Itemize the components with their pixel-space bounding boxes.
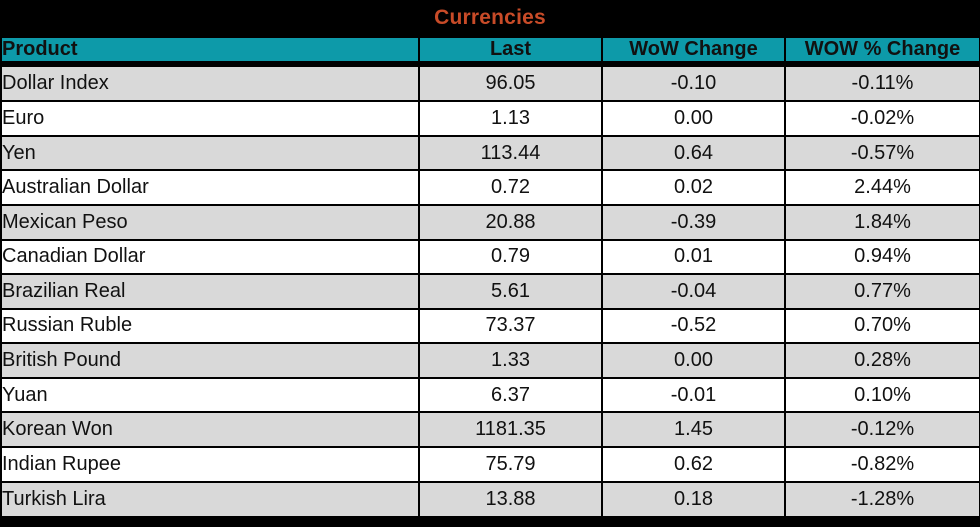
cell-wow-pct-change: -0.02%	[784, 100, 980, 137]
cell-wow-change: -0.39	[601, 204, 786, 241]
cell-wow-pct-change: 0.94%	[784, 238, 980, 276]
cell-last: 0.79	[418, 238, 603, 276]
header-row: Product Last WoW Change WOW % Change	[0, 36, 980, 67]
cell-last: 5.61	[418, 273, 603, 310]
cell-product: Canadian Dollar	[0, 238, 420, 276]
cell-last: 6.37	[418, 376, 603, 414]
table-row: Yen 113.44 0.64 -0.57%	[0, 134, 980, 172]
cell-product: Yen	[0, 134, 420, 172]
cell-wow-change: 0.01	[601, 238, 786, 276]
cell-last: 75.79	[418, 445, 603, 483]
cell-product: Korean Won	[0, 411, 420, 448]
cell-wow-change: 1.45	[601, 411, 786, 448]
table-title: Currencies	[434, 6, 546, 29]
cell-last: 96.05	[418, 62, 603, 103]
cell-wow-change: 0.64	[601, 134, 786, 172]
table-row: Indian Rupee 75.79 0.62 -0.82%	[0, 445, 980, 483]
cell-last: 73.37	[418, 307, 603, 345]
cell-wow-pct-change: -1.28%	[784, 480, 980, 523]
cell-product: Dollar Index	[0, 62, 420, 103]
cell-product: Mexican Peso	[0, 204, 420, 241]
cell-wow-change: 0.02	[601, 169, 786, 207]
cell-wow-change: -0.10	[601, 62, 786, 103]
cell-wow-change: 0.62	[601, 445, 786, 483]
title-band: Currencies	[0, 0, 980, 36]
cell-wow-pct-change: 0.70%	[784, 307, 980, 345]
cell-wow-change: -0.52	[601, 307, 786, 345]
header-last: Last	[418, 36, 603, 67]
table-header: Product Last WoW Change WOW % Change	[0, 36, 980, 67]
cell-wow-pct-change: 2.44%	[784, 169, 980, 207]
table-row: Euro 1.13 0.00 -0.02%	[0, 100, 980, 137]
cell-wow-pct-change: -0.12%	[784, 411, 980, 448]
table-row: Russian Ruble 73.37 -0.52 0.70%	[0, 307, 980, 345]
table-row: Dollar Index 96.05 -0.10 -0.11%	[0, 62, 980, 103]
cell-product: Yuan	[0, 376, 420, 414]
table-row: Turkish Lira 13.88 0.18 -1.28%	[0, 480, 980, 523]
cell-wow-pct-change: 0.10%	[784, 376, 980, 414]
cell-wow-change: -0.01	[601, 376, 786, 414]
cell-last: 1.33	[418, 342, 603, 379]
cell-last: 113.44	[418, 134, 603, 172]
cell-last: 1.13	[418, 100, 603, 137]
cell-wow-change: 0.00	[601, 100, 786, 137]
cell-wow-change: 0.18	[601, 480, 786, 523]
table-row: Yuan 6.37 -0.01 0.10%	[0, 376, 980, 414]
cell-product: Indian Rupee	[0, 445, 420, 483]
cell-wow-pct-change: 1.84%	[784, 204, 980, 241]
table-row: Canadian Dollar 0.79 0.01 0.94%	[0, 238, 980, 276]
cell-product: British Pound	[0, 342, 420, 379]
cell-last: 0.72	[418, 169, 603, 207]
cell-wow-pct-change: -0.57%	[784, 134, 980, 172]
table-row: Korean Won 1181.35 1.45 -0.12%	[0, 411, 980, 448]
table-row: Brazilian Real 5.61 -0.04 0.77%	[0, 273, 980, 310]
table-row: Australian Dollar 0.72 0.02 2.44%	[0, 169, 980, 207]
cell-product: Brazilian Real	[0, 273, 420, 310]
header-wow-change: WoW Change	[601, 36, 786, 67]
header-product: Product	[0, 36, 420, 67]
cell-product: Turkish Lira	[0, 480, 420, 523]
table-row: British Pound 1.33 0.00 0.28%	[0, 342, 980, 379]
cell-last: 13.88	[418, 480, 603, 523]
header-wow-pct-change: WOW % Change	[784, 36, 980, 67]
cell-wow-pct-change: 0.77%	[784, 273, 980, 310]
cell-product: Australian Dollar	[0, 169, 420, 207]
cell-wow-change: 0.00	[601, 342, 786, 379]
cell-wow-pct-change: -0.82%	[784, 445, 980, 483]
cell-wow-pct-change: -0.11%	[784, 62, 980, 103]
cell-product: Russian Ruble	[0, 307, 420, 345]
table-body: Dollar Index 96.05 -0.10 -0.11% Euro 1.13 0.00…	[0, 62, 980, 523]
table-row: Mexican Peso 20.88 -0.39 1.84%	[0, 204, 980, 241]
cell-wow-change: -0.04	[601, 273, 786, 310]
currencies-table: Product Last WoW Change WOW % Change Dol…	[0, 36, 980, 523]
cell-last: 20.88	[418, 204, 603, 241]
cell-product: Euro	[0, 100, 420, 137]
cell-last: 1181.35	[418, 411, 603, 448]
cell-wow-pct-change: 0.28%	[784, 342, 980, 379]
